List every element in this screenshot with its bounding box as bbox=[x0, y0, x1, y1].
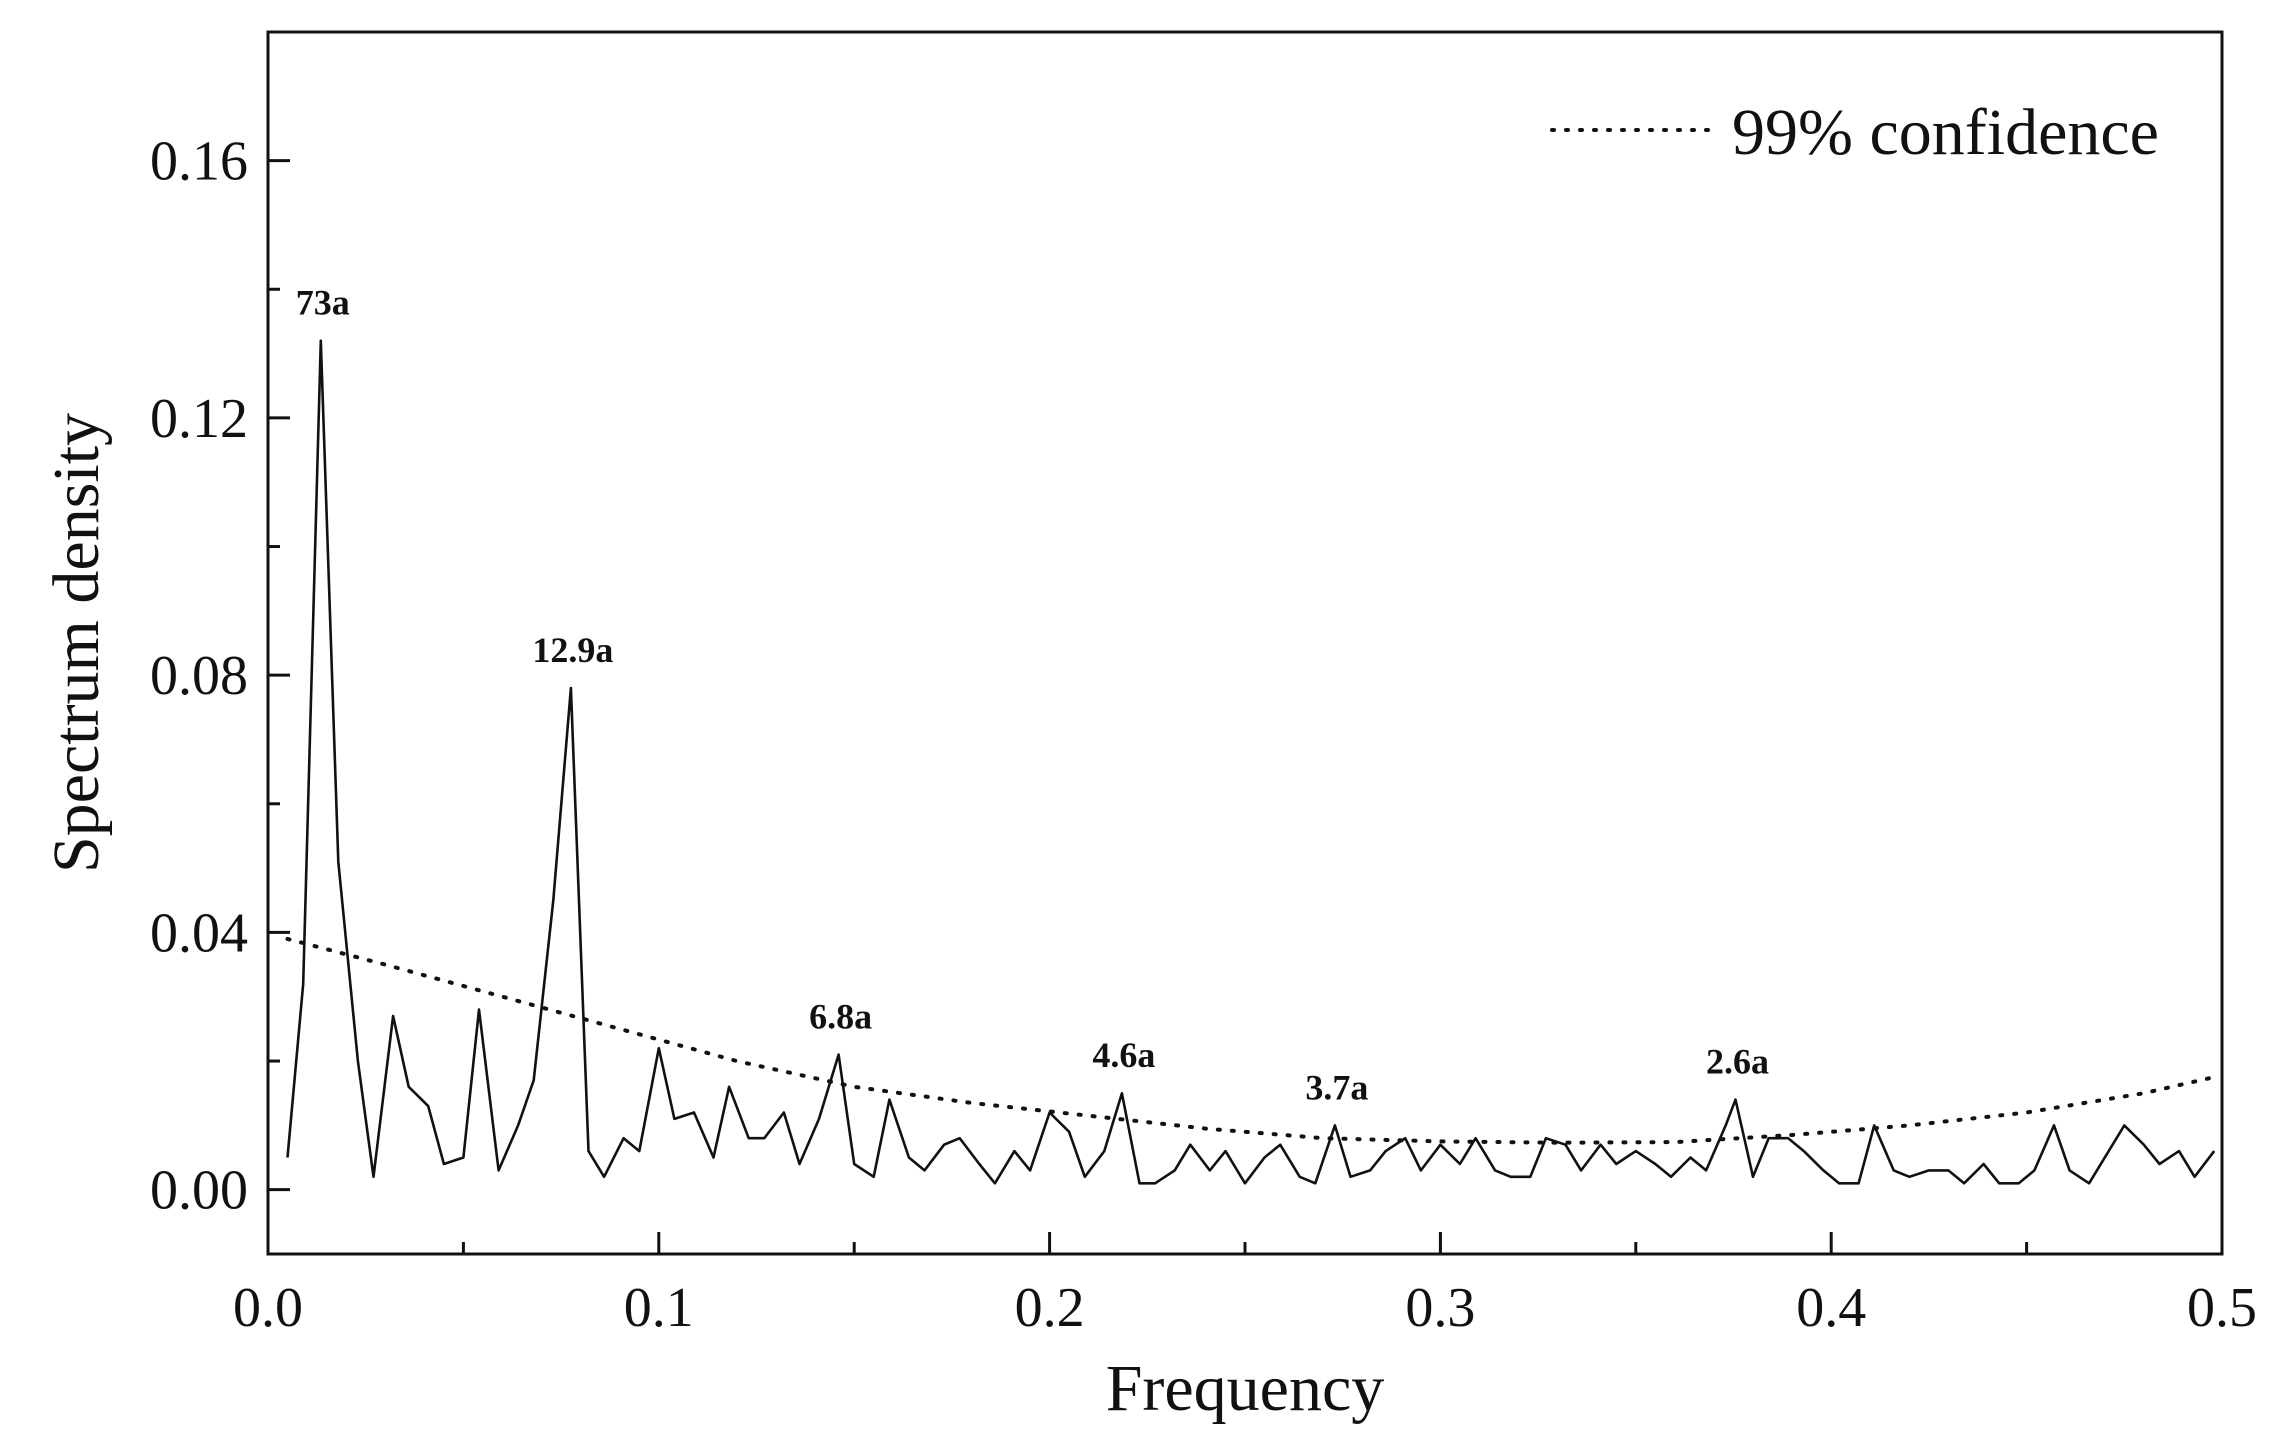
y-axis-title: Spectrum density bbox=[40, 413, 113, 873]
series-layer bbox=[285, 339, 2217, 1185]
y-axis-ticks: 0.00 0.04 0.08 0.12 0.16 bbox=[150, 131, 290, 1222]
x-axis-ticks: 0.0 0.1 0.2 0.3 0.4 0.5 bbox=[233, 1232, 2257, 1339]
peak-label: 2.6a bbox=[1706, 1042, 1769, 1082]
confidence-99-line bbox=[285, 936, 2217, 1145]
x-tick-label: 0.0 bbox=[233, 1277, 303, 1339]
y-tick-label: 0.08 bbox=[150, 645, 248, 707]
y-tick-label: 0.04 bbox=[150, 902, 248, 964]
x-tick-label: 0.3 bbox=[1405, 1277, 1475, 1339]
y-tick-label: 0.12 bbox=[150, 388, 248, 450]
peak-label: 3.7a bbox=[1305, 1067, 1368, 1107]
y-tick-label: 0.00 bbox=[150, 1160, 248, 1222]
x-axis-title: Frequency bbox=[1106, 1352, 1385, 1425]
x-tick-label: 0.5 bbox=[2187, 1277, 2257, 1339]
peak-annotations: 73a 12.9a 6.8a 4.6a 3.7a 2.6a bbox=[296, 283, 1769, 1108]
legend: 99% confidence bbox=[1550, 96, 2159, 169]
legend-label: 99% confidence bbox=[1732, 96, 2159, 169]
x-tick-label: 0.2 bbox=[1015, 1277, 1085, 1339]
peak-label: 73a bbox=[296, 283, 350, 323]
peak-label: 4.6a bbox=[1092, 1035, 1155, 1075]
x-tick-label: 0.4 bbox=[1796, 1277, 1866, 1339]
peak-label: 6.8a bbox=[809, 997, 872, 1037]
y-tick-label: 0.16 bbox=[150, 131, 248, 193]
peak-label: 12.9a bbox=[532, 630, 613, 670]
x-tick-label: 0.1 bbox=[624, 1277, 694, 1339]
spectrum-density-line bbox=[286, 339, 2216, 1185]
